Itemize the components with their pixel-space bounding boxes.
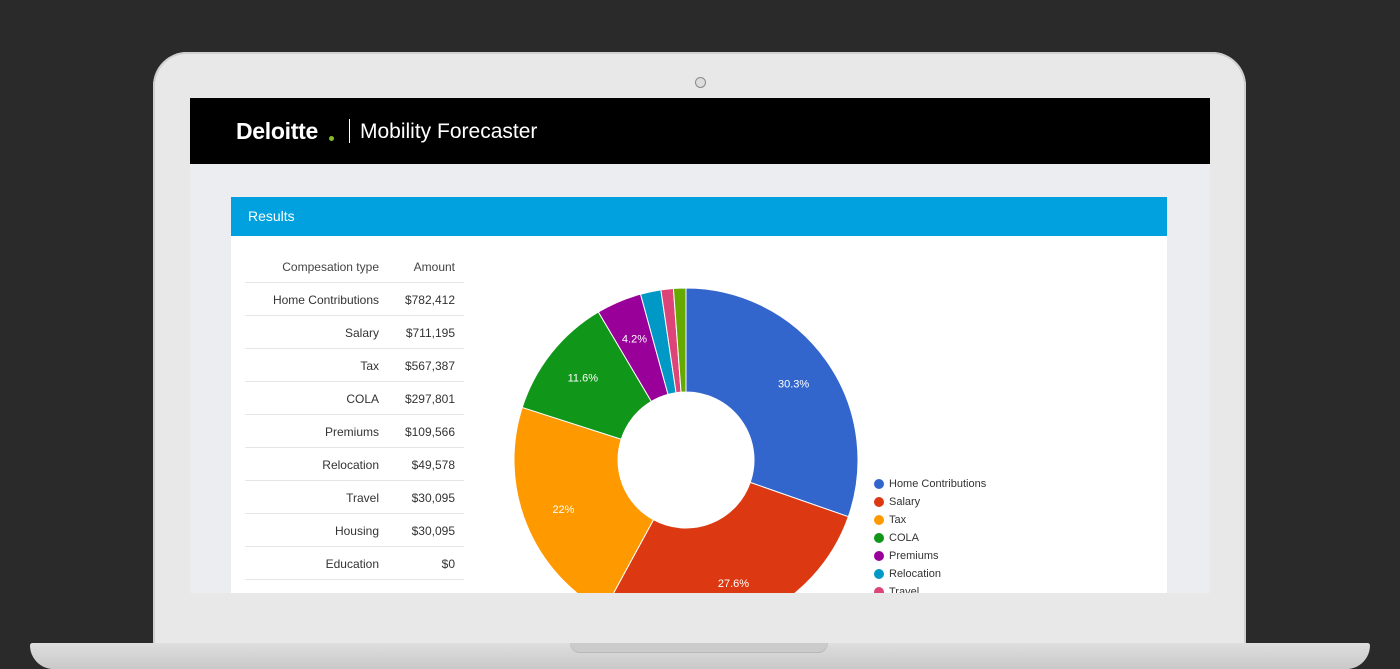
cell-amount: $711,195 [405,326,455,340]
results-header: Results [231,197,1167,236]
slice-label: 11.6% [568,373,599,385]
cell-amount: $30,095 [411,491,455,505]
table-row: Home Contributions $782,412 [245,283,464,316]
cell-amount: $297,801 [404,392,455,406]
app-header: Deloitte Mobility Forecaster [190,98,1210,164]
legend-swatch [874,515,884,525]
legend-label: Relocation [889,568,941,580]
legend-label: Premiums [889,550,939,562]
table-row: Housing $30,095 [245,514,464,547]
brand-dot-icon [329,136,334,141]
legend-swatch [874,587,884,593]
cell-type: Relocation [322,458,379,472]
column-header-amount: Amount [413,260,455,274]
table-row: Salary $711,195 [245,316,464,349]
slice-label: 4.2% [622,333,647,345]
cell-amount: $567,387 [404,359,455,373]
cell-type: Salary [344,326,379,340]
table-row: Premiums $109,566 [245,415,464,448]
cell-amount: $0 [441,557,455,571]
cell-type: Premiums [324,425,379,439]
table-row: COLA $297,801 [245,382,464,415]
cell-amount: $30,095 [411,524,455,538]
header-divider [349,119,350,143]
legend-label: Travel [889,586,920,593]
camera-icon [695,77,706,88]
table-header-row: Compesation type Amount [245,250,464,283]
cell-amount: $782,412 [404,293,455,307]
app-title: Mobility Forecaster [360,120,538,143]
legend-swatch [874,497,884,507]
legend-swatch [874,479,884,489]
legend-swatch [874,569,884,579]
cell-type: Home Contributions [272,293,379,307]
legend-swatch [874,551,884,561]
brand-logo: Deloitte [236,118,318,144]
legend-label: COLA [889,532,919,544]
cell-type: Education [325,557,379,571]
legend-label: Home Contributions [889,478,987,490]
results-card: Results Compesation type Amount Home Con… [231,197,1167,593]
cell-amount: $109,566 [404,425,455,439]
slice-label: 30.3% [778,379,809,391]
legend-label: Salary [889,496,921,508]
legend-label: Tax [889,514,907,526]
chart-slices [513,287,859,593]
table-row: Travel $30,095 [245,481,464,514]
cell-amount: $49,578 [411,458,455,472]
table-row: Relocation $49,578 [245,448,464,481]
column-header-type: Compesation type [282,260,379,274]
chart-slice-labels: 30.3% 27.6% 22% 11.6% 4.2% [552,333,809,590]
slice-label: 27.6% [718,578,749,590]
screen: Deloitte Mobility Forecaster Results Com… [190,98,1210,593]
donut-chart: 30.3% 27.6% 22% 11.6% 4.2% [513,287,859,593]
pie-slice-housing[interactable] [672,287,687,393]
results-table: Compesation type Amount Home Contributio… [245,250,464,580]
pie-slice-home-contributions[interactable] [685,287,859,518]
cell-type: Housing [334,524,379,538]
pie-slice-salary[interactable] [604,481,850,593]
laptop-notch [570,643,828,653]
cell-type: COLA [346,392,379,406]
pie-slice-tax[interactable] [513,406,655,593]
results-title: Results [248,208,295,224]
cell-type: Tax [360,359,379,373]
table-row: Tax $567,387 [245,349,464,382]
table-row: Education $0 [245,547,464,580]
cell-type: Travel [346,491,379,505]
legend-swatch [874,533,884,543]
slice-label: 22% [552,504,574,516]
